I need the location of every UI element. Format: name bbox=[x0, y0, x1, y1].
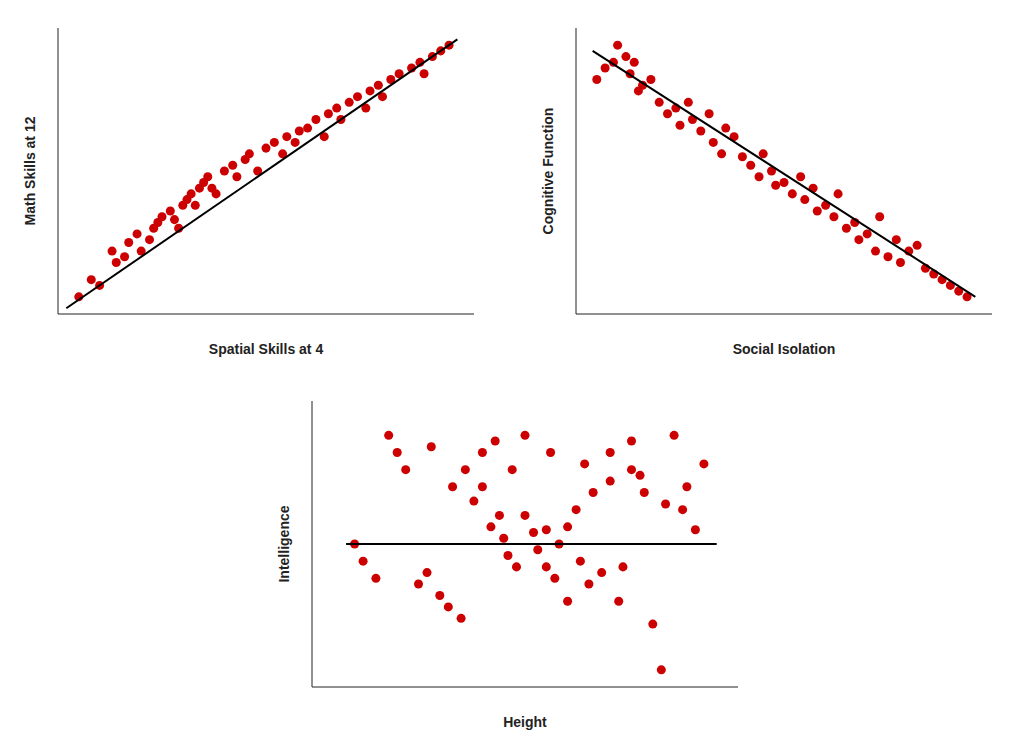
svg-text:Cognitive Function: Cognitive Function bbox=[540, 108, 556, 235]
svg-text:Social Isolation: Social Isolation bbox=[733, 341, 836, 357]
svg-text:Intelligence: Intelligence bbox=[276, 505, 292, 582]
svg-text:Math Skills at 12: Math Skills at 12 bbox=[22, 116, 38, 225]
svg-text:Spatial Skills at 4: Spatial Skills at 4 bbox=[209, 341, 324, 357]
svg-text:Height: Height bbox=[503, 714, 547, 730]
